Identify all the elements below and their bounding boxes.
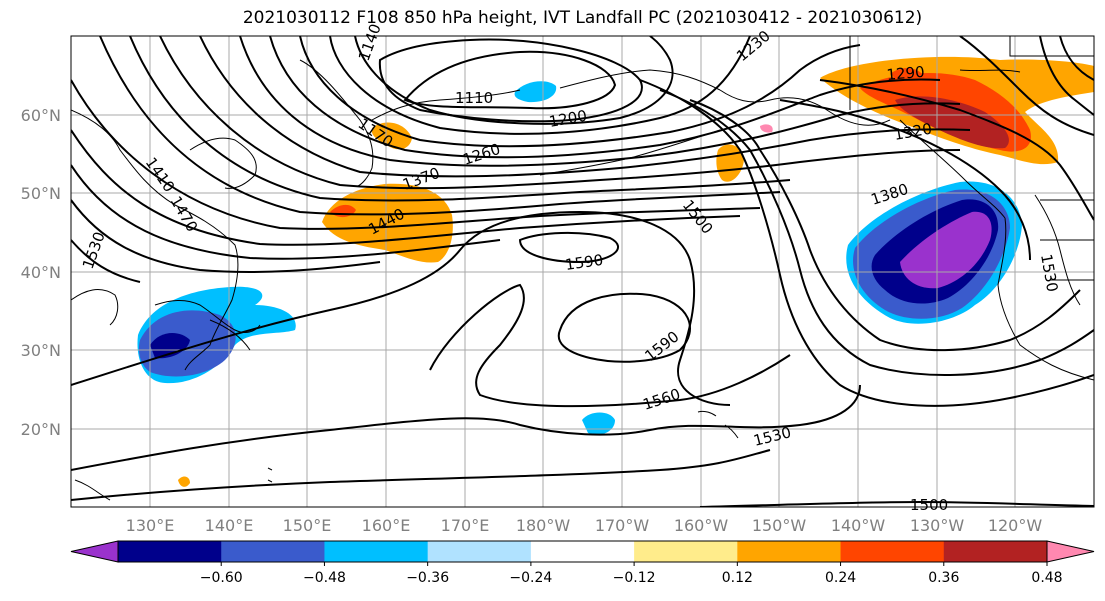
lon-label: 150°E <box>283 516 332 535</box>
colorbar-bin <box>118 541 222 562</box>
negative-anomaly-west-pacific <box>137 286 296 384</box>
colorbar-bin <box>634 541 738 562</box>
lon-label: 160°E <box>362 516 411 535</box>
negative-anomaly-bering <box>514 81 557 103</box>
colorbar-tick-label: −0.48 <box>303 570 346 586</box>
lon-label: 130°W <box>910 516 965 535</box>
contour-label: 1290 <box>886 63 926 84</box>
colorbar-bin <box>221 541 325 562</box>
colorbar-bin <box>530 541 635 562</box>
lon-label: 140°W <box>831 516 886 535</box>
map-frame <box>70 35 1095 508</box>
contour-label: 1110 <box>455 89 493 107</box>
negative-anomaly-northeast-pacific <box>846 181 1022 324</box>
lat-label: 40°N <box>21 263 61 282</box>
colorbar-tick-label: −0.12 <box>613 570 656 586</box>
colorbar-tick-label: −0.36 <box>406 570 449 586</box>
lon-label: 150°W <box>752 516 807 535</box>
positive-anomaly-kamchatka <box>371 122 412 150</box>
lat-label: 30°N <box>21 341 61 360</box>
lon-label: 170°E <box>441 516 490 535</box>
latitude-labels: 60°N 50°N 40°N 30°N 20°N <box>21 106 61 439</box>
contour-label: 1500 <box>910 496 948 514</box>
colorbar-tick-label: 0.24 <box>825 570 856 586</box>
colorbar-outline <box>117 540 1048 563</box>
lon-label: 170°W <box>595 516 650 535</box>
colorbar-tick-label: 0.48 <box>1031 570 1062 586</box>
lon-label: 160°W <box>674 516 729 535</box>
colorbar-bin <box>943 541 1048 562</box>
lon-label: 180°W <box>516 516 571 535</box>
colorbar-bin <box>427 541 532 562</box>
positive-anomaly-south <box>178 476 190 487</box>
colorbar: −0.60 −0.48 −0.36 −0.24 −0.12 0.12 0.24 0.36 0.4… <box>70 540 1095 586</box>
colorbar-tick-label: 0.36 <box>928 570 959 586</box>
colorbar-tick-label: −0.60 <box>200 570 243 586</box>
lat-label: 50°N <box>21 184 61 203</box>
lon-label: 120°W <box>988 516 1043 535</box>
map-title: 2021030112 F108 850 hPa height, IVT Land… <box>242 8 923 28</box>
colorbar-bin <box>324 541 429 562</box>
lat-label: 20°N <box>21 420 61 439</box>
lon-label: 140°E <box>205 516 254 535</box>
colorbar-tick-label: 0.12 <box>722 570 753 586</box>
lat-label: 60°N <box>21 106 61 125</box>
contour-label: 1590 <box>564 251 604 274</box>
colorbar-extension-low <box>70 540 119 563</box>
colorbar-bin <box>840 541 945 562</box>
colorbar-bin <box>737 541 842 562</box>
lon-label: 130°E <box>126 516 175 535</box>
colorbar-extension-high <box>1046 540 1095 563</box>
height-contours <box>71 36 1094 507</box>
longitude-labels: 130°E 140°E 150°E 160°E 170°E 180°W 170°… <box>126 516 1043 535</box>
colorbar-tick-label: −0.24 <box>509 570 552 586</box>
